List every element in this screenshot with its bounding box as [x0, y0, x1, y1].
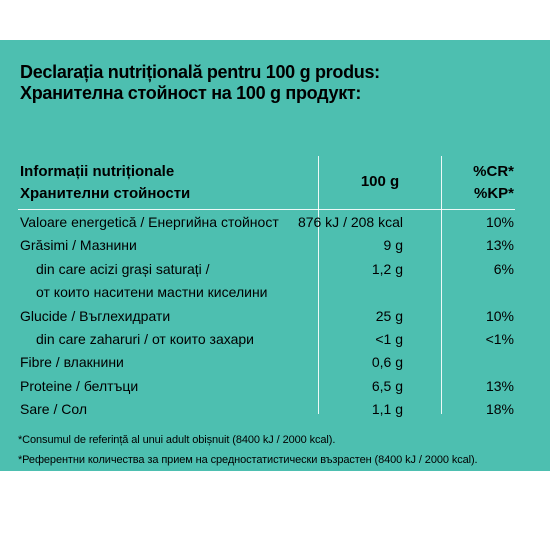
header-cr: %CR* — [473, 163, 514, 180]
row-nutrient: Fibre / влакнини — [20, 354, 124, 370]
heading-bulgarian: Хранителна стойност на 100 g продукт: — [20, 83, 362, 103]
row-nutrient: Grăsimi / Мазнини — [20, 237, 137, 253]
table-row: Proteine / белтъци 6,5 g 13% — [0, 375, 550, 397]
row-percent: 13% — [485, 378, 514, 394]
header-divider — [18, 209, 515, 210]
row-percent: 10% — [485, 214, 514, 230]
heading-romanian: Declarația nutrițională pentru 100 g pro… — [20, 62, 380, 82]
header-kp: %KP* — [473, 185, 514, 202]
row-percent: 18% — [485, 401, 514, 417]
row-nutrient: Glucide / Въглехидрати — [20, 308, 171, 324]
table-row: от които наситени мастни киселини — [0, 281, 550, 303]
row-nutrient: от които наситени мастни киселини — [36, 284, 268, 300]
row-value: 1,1 g — [371, 401, 403, 417]
row-nutrient: Valoare energetică / Енергийна стойност — [20, 214, 279, 230]
row-value: 876 kJ / 208 kcal — [297, 214, 403, 230]
table-row: Glucide / Въглехидрати 25 g 10% — [0, 305, 550, 327]
table-row: din care zaharuri / от които захари <1 g… — [0, 328, 550, 350]
table-row: Sare / Сол 1,1 g 18% — [0, 398, 550, 420]
footnote-bulgarian: *Референтни количества за прием на средн… — [18, 454, 478, 466]
table-header-info: Informații nutriționale Хранителни стойн… — [20, 161, 190, 205]
footnote-romanian: *Consumul de referință al unui adult obi… — [18, 434, 336, 446]
row-nutrient: Proteine / белтъци — [20, 378, 139, 394]
row-percent: 6% — [493, 261, 514, 277]
nutrition-heading: Declarația nutrițională pentru 100 g pro… — [20, 62, 380, 104]
table-header-amount: 100 g — [360, 173, 400, 190]
row-nutrient: Sare / Сол — [20, 401, 87, 417]
row-percent: 10% — [485, 308, 514, 324]
row-value: 0,6 g — [371, 354, 403, 370]
row-value: <1 g — [375, 331, 403, 347]
column-divider — [318, 156, 319, 414]
row-percent: 13% — [485, 237, 514, 253]
row-percent: <1% — [485, 331, 514, 347]
row-value: 25 g — [375, 308, 403, 324]
row-nutrient: din care zaharuri / от които захари — [36, 331, 254, 347]
row-value: 1,2 g — [371, 261, 403, 277]
footnotes: *Consumul de referință al unui adult obi… — [18, 430, 478, 470]
table-row: Fibre / влакнини 0,6 g — [0, 351, 550, 373]
row-nutrient: din care acizi grași saturați / — [36, 261, 210, 277]
row-value: 9 g — [383, 237, 403, 253]
column-divider — [441, 156, 442, 414]
row-value: 6,5 g — [371, 378, 403, 394]
header-info-romanian: Informații nutriționale — [20, 163, 175, 180]
header-info-bulgarian: Хранителни стойности — [20, 185, 191, 202]
nutrition-label-panel — [0, 40, 550, 471]
table-row: Grăsimi / Мазнини 9 g 13% — [0, 234, 550, 256]
table-row: Valoare energetică / Енергийна стойност … — [0, 211, 550, 233]
table-row: din care acizi grași saturați / 1,2 g 6% — [0, 258, 550, 280]
table-header-percent: %CR* %KP* — [452, 161, 514, 205]
